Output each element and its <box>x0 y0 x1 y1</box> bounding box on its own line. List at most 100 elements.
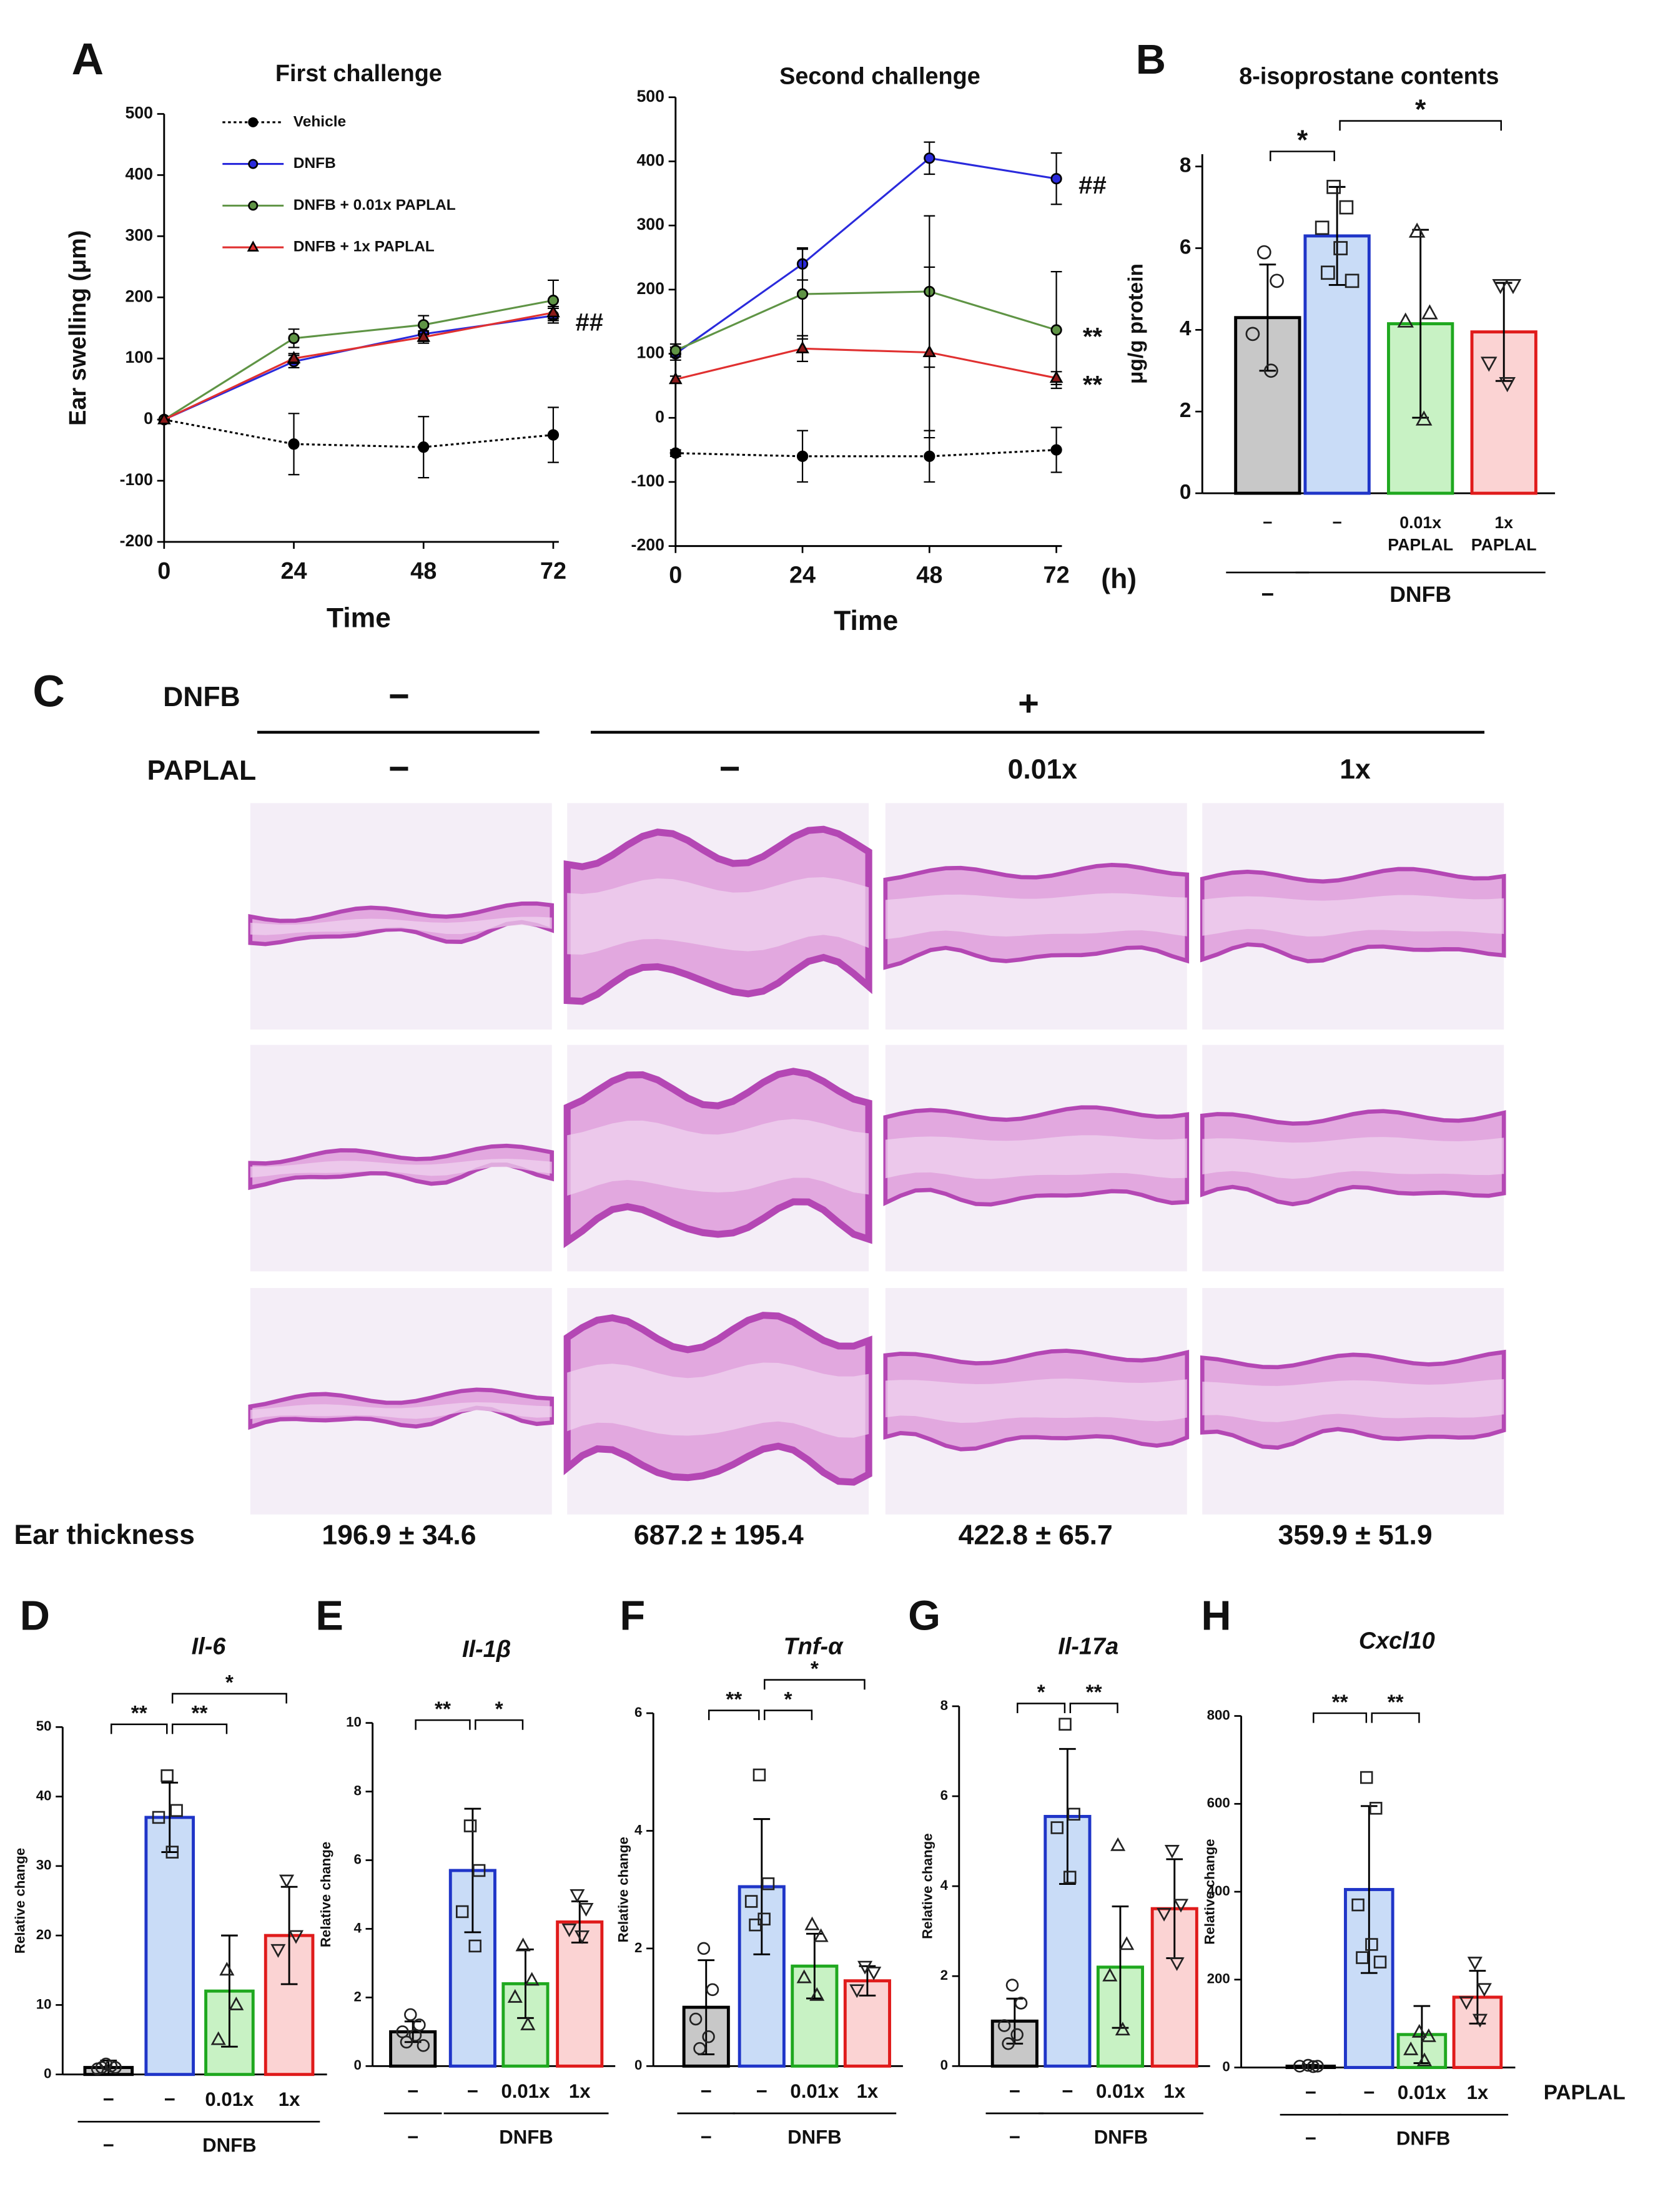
data-point <box>1059 1718 1072 1731</box>
x-tick-sublabel: PAPLAL <box>1388 536 1453 554</box>
y-tick-label: 20 <box>36 1927 52 1942</box>
data-point <box>796 450 809 462</box>
error-bar <box>1413 2005 1431 2064</box>
data-point <box>1476 1983 1492 1997</box>
y-tick-label: 6 <box>634 1704 642 1720</box>
data-point <box>997 2019 1011 2032</box>
error-bar <box>221 1934 238 2048</box>
data-point <box>157 411 171 425</box>
x-tick-label: 1x <box>1467 2082 1489 2103</box>
data-point <box>288 438 300 450</box>
error-bar <box>571 1900 588 1944</box>
data-point <box>1351 1898 1365 1912</box>
significance-label: * <box>1037 1681 1045 1704</box>
data-point <box>693 2042 706 2055</box>
plus-minus: ± <box>1035 1520 1050 1550</box>
data-point <box>524 1972 540 1986</box>
x-tick-label: 0 <box>157 558 170 584</box>
data-point <box>247 240 259 252</box>
x-unit: (h) <box>1101 564 1137 594</box>
thickness-sd: 51.9 <box>1378 1520 1433 1550</box>
data-point <box>279 1874 295 1889</box>
data-point <box>152 1811 165 1824</box>
data-point <box>1492 279 1509 295</box>
data-point <box>1480 356 1498 372</box>
data-point <box>104 2060 118 2073</box>
data-point <box>689 2012 703 2026</box>
ear-thickness: 687.2 ± 195.4 <box>634 1520 804 1550</box>
x-tick-label: 72 <box>1044 563 1070 589</box>
y-tick-label: 100 <box>125 348 153 366</box>
x-tick-label: − <box>467 2080 478 2102</box>
error-bar <box>806 1932 823 2000</box>
data-point <box>547 295 560 307</box>
y-tick-label: -100 <box>631 471 664 490</box>
thickness-label: Ear thickness <box>14 1520 194 1550</box>
x-tick-label: 0.01x <box>501 2080 550 2102</box>
group-label: DNFB <box>499 2126 553 2148</box>
panel-label: F <box>619 1593 645 1639</box>
significance-label: * <box>1415 94 1426 125</box>
data-point <box>417 2039 430 2052</box>
data-point <box>1504 279 1522 295</box>
data-point <box>1339 200 1354 215</box>
data-point <box>1333 241 1348 255</box>
significance-bracket <box>764 1709 813 1721</box>
data-point <box>417 329 431 342</box>
data-point <box>924 450 935 462</box>
x-tick-label: − <box>1305 2082 1316 2103</box>
significance-label: ** <box>726 1688 742 1711</box>
data-point <box>404 2008 417 2022</box>
data-point <box>1110 1837 1126 1851</box>
y-tick-label: 100 <box>636 343 664 362</box>
x-tick-label: 0.01x <box>1398 2082 1447 2103</box>
data-point <box>408 2028 422 2042</box>
y-axis-label: Relative change <box>920 1833 935 1939</box>
data-point <box>1010 2028 1024 2042</box>
x-tick-label: 1x <box>1163 2080 1185 2102</box>
thickness-sd: 195.4 <box>734 1520 804 1550</box>
error-bar <box>1059 1747 1076 1885</box>
x-tick-label: 0.01x <box>1399 513 1441 532</box>
data-point <box>455 1905 469 1919</box>
x-tick-label: − <box>103 2088 114 2110</box>
data-point <box>1365 1938 1378 1951</box>
annotation: ## <box>1078 172 1107 199</box>
plus-minus: ± <box>711 1520 726 1550</box>
data-point <box>1345 273 1360 288</box>
data-point <box>1157 1907 1172 1922</box>
significance-label: ** <box>1086 1681 1102 1704</box>
x-tick-label: 24 <box>789 563 816 589</box>
data-point <box>1005 1979 1019 1992</box>
data-point <box>270 1944 286 1958</box>
y-tick-label: 6 <box>1180 235 1192 258</box>
tissue-core <box>1202 1137 1504 1179</box>
data-point <box>1102 1967 1118 1982</box>
x-tick-label: 48 <box>916 563 942 589</box>
legend-label: DNFB + 1x PAPLAL <box>294 238 435 255</box>
group-label: DNFB <box>1389 582 1451 607</box>
series-line <box>675 347 1057 381</box>
y-tick-label: -200 <box>631 536 664 554</box>
x-axis-label: Time <box>327 602 391 633</box>
significance-bracket <box>415 1719 471 1730</box>
data-point <box>1164 1845 1180 1859</box>
tissue-core <box>250 1402 552 1419</box>
data-point <box>1321 265 1335 280</box>
dnfb-group: − <box>388 677 410 717</box>
error-bar <box>1006 1997 1024 2045</box>
y-axis-label: μg/g protein <box>1124 263 1147 384</box>
y-tick-label: 0 <box>1180 481 1192 504</box>
data-point <box>668 371 683 385</box>
data-point <box>1411 2023 1427 2038</box>
data-point <box>219 1962 235 1976</box>
data-point <box>1256 245 1271 260</box>
y-tick-label: 50 <box>36 1718 52 1734</box>
legend-label: DNFB <box>294 155 336 172</box>
x-tick-label: − <box>1062 2080 1073 2102</box>
y-tick-label: 40 <box>36 1787 52 1803</box>
x-tick-label: 1x <box>279 2088 300 2110</box>
data-point <box>578 1903 594 1917</box>
data-point <box>1397 312 1414 328</box>
y-tick-label: 10 <box>346 1714 362 1729</box>
